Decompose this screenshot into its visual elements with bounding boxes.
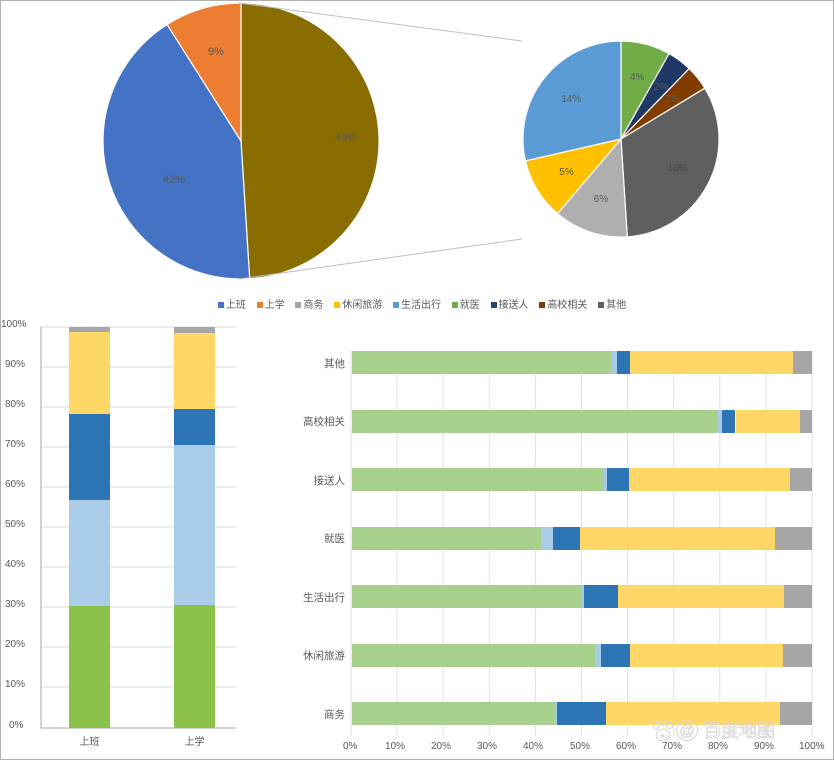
svg-text:du: du: [660, 734, 666, 740]
svg-text:16%: 16%: [667, 163, 687, 174]
svg-text:6%: 6%: [594, 194, 609, 205]
svg-text:14%: 14%: [561, 94, 581, 105]
svg-text:2%: 2%: [666, 94, 681, 105]
svg-text:2%: 2%: [654, 82, 669, 93]
svg-text:9%: 9%: [208, 46, 224, 58]
svg-text:5%: 5%: [559, 167, 574, 178]
svg-text:42%: 42%: [163, 174, 185, 186]
svg-text:@: @: [679, 723, 694, 740]
svg-text:4%: 4%: [630, 72, 645, 83]
svg-text:49%: 49%: [335, 132, 357, 144]
svg-text:百度地图: 百度地图: [703, 721, 775, 741]
